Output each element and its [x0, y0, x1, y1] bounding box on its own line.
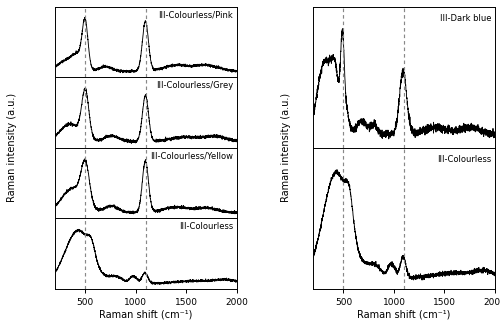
Text: III-Colourless: III-Colourless [179, 222, 233, 231]
Text: Raman intensity (a.u.): Raman intensity (a.u.) [8, 93, 18, 202]
Text: III-Colourless: III-Colourless [437, 155, 492, 164]
X-axis label: Raman shift (cm⁻¹): Raman shift (cm⁻¹) [99, 310, 192, 320]
X-axis label: Raman shift (cm⁻¹): Raman shift (cm⁻¹) [358, 310, 451, 320]
Text: III-Colourless/Pink: III-Colourless/Pink [158, 10, 233, 19]
Text: Raman intensity (a.u.): Raman intensity (a.u.) [280, 93, 290, 202]
Text: III-Dark blue: III-Dark blue [440, 14, 492, 23]
Text: III-Colourless/Grey: III-Colourless/Grey [156, 81, 233, 90]
Text: III-Colourless/Yellow: III-Colourless/Yellow [150, 151, 233, 160]
